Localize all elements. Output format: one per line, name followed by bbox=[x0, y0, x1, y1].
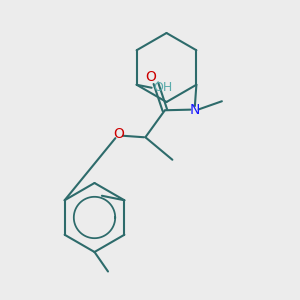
Text: N: N bbox=[190, 103, 200, 117]
Text: O: O bbox=[145, 70, 156, 84]
Text: OH: OH bbox=[153, 81, 172, 94]
Text: O: O bbox=[113, 127, 124, 141]
